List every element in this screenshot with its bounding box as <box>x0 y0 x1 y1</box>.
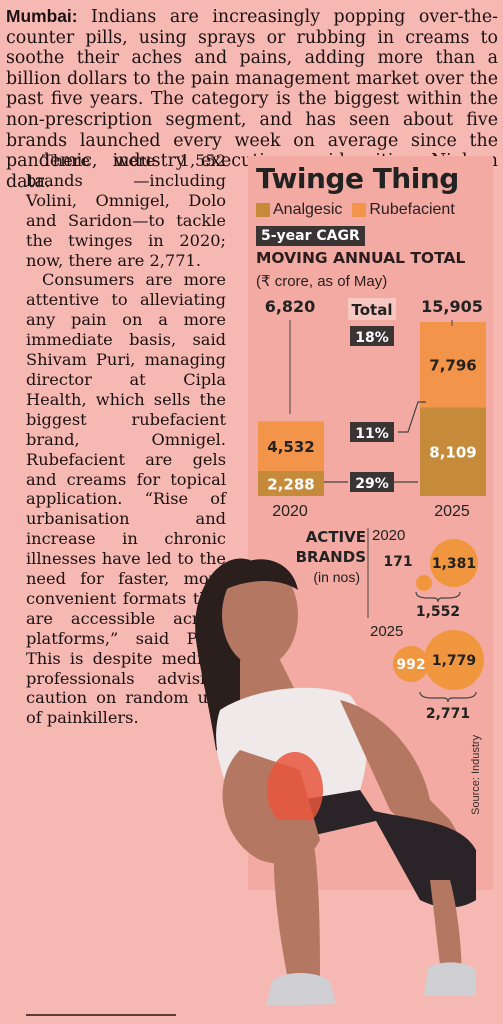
para-3: Consumers are more attentive to alleviat… <box>26 270 226 728</box>
active-brands-graphic: ACTIVE BRANDS (in nos) 2020 171 1,381 1,… <box>296 527 484 722</box>
article-end-rule <box>26 1014 176 1016</box>
ana-cagr: 29% <box>355 476 389 492</box>
brands-title-1: ACTIVE <box>306 528 366 546</box>
brace-2020 <box>415 591 461 603</box>
x-tick-2020: 2020 <box>272 503 308 520</box>
brands-year-2020: 2020 <box>372 527 405 544</box>
connector-rub <box>398 401 426 433</box>
legend-rubefacient-label: Rubefacient <box>369 201 455 218</box>
value-label-analgesic-2025: 8,109 <box>429 444 476 462</box>
x-tick-2025: 2025 <box>434 503 470 520</box>
ana-cagr-bg <box>350 472 394 492</box>
brands-2025-small: 992 <box>396 657 425 673</box>
chart-subtitle: MOVING ANNUAL TOTAL <box>256 249 466 267</box>
bubble-2020-large <box>430 539 478 587</box>
bar-analgesic-2020 <box>258 470 324 496</box>
brands-2025-large: 1,779 <box>432 653 476 669</box>
bar-rubefacient-2025 <box>420 322 486 408</box>
legend-analgesic-label: Analgesic <box>273 201 343 218</box>
brands-unit: (in nos) <box>313 569 360 585</box>
bubble-2020-small <box>416 575 432 591</box>
chart-unit: (₹ crore, as of May) <box>256 273 388 290</box>
brands-2020-large: 1,381 <box>432 556 476 572</box>
brands-2020-total: 1,552 <box>416 604 460 620</box>
bar-rubefacient-2020 <box>258 421 324 471</box>
total-cagr-bg <box>350 326 394 346</box>
total-cagr: 18% <box>355 330 389 346</box>
brace-2025 <box>419 691 477 703</box>
value-label-analgesic-2020: 2,288 <box>267 475 314 493</box>
total-label: Total <box>352 301 393 319</box>
woman-knee-pain-photo <box>195 558 476 1006</box>
value-label-rubefacient-2025: 7,796 <box>429 357 476 375</box>
legend-analgesic-swatch <box>256 203 270 217</box>
dateline: Mumbai: <box>6 6 78 26</box>
para-2: There were 1,552 brands —including Volin… <box>26 151 226 270</box>
rub-cagr-bg <box>350 422 394 442</box>
bubble-2025-large <box>424 630 484 690</box>
brands-2020-small: 171 <box>383 554 412 570</box>
rub-cagr: 11% <box>355 426 389 442</box>
value-label-rubefacient-2020: 4,532 <box>267 438 314 456</box>
legend: Analgesic Rubefacient <box>256 201 455 219</box>
total-2025: 15,905 <box>421 297 483 316</box>
bar-analgesic-2025 <box>420 407 486 496</box>
chart-title: Twinge Thing <box>256 162 459 195</box>
brands-year-2025: 2025 <box>370 623 403 640</box>
total-2020: 6,820 <box>265 297 316 316</box>
article-column: There were 1,552 brands —including Volin… <box>26 151 226 728</box>
bubble-2025-small <box>393 646 429 682</box>
legend-rubefacient-swatch <box>352 203 367 217</box>
brands-2025-total: 2,771 <box>426 706 470 722</box>
brands-title-2: BRANDS <box>296 548 366 566</box>
total-label-bg <box>348 298 396 320</box>
cagr-badge: 5-year CAGR <box>256 226 365 246</box>
